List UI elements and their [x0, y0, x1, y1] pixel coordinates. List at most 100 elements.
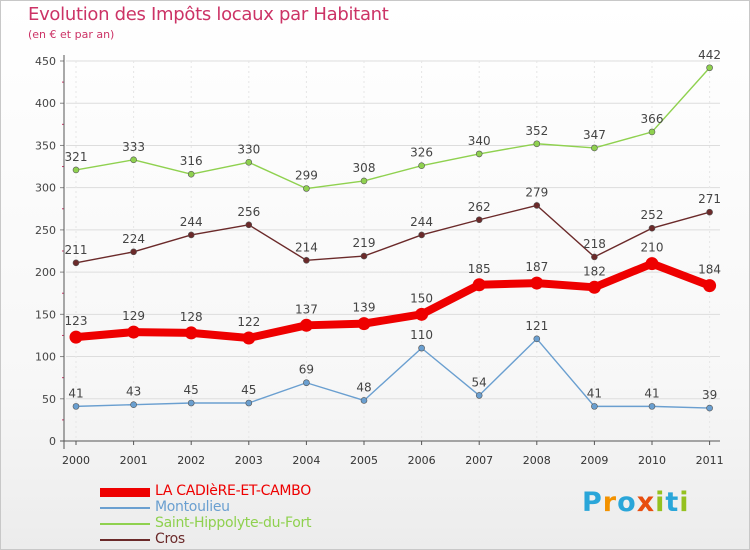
data-point	[303, 185, 310, 192]
logo-letter: r	[602, 487, 618, 518]
logo-letter: x	[636, 487, 656, 518]
data-label: 366	[641, 112, 664, 126]
data-point	[415, 307, 429, 321]
series-line	[75, 67, 711, 190]
data-label: 45	[184, 383, 199, 397]
data-point	[360, 397, 368, 404]
data-label: 129	[122, 309, 145, 323]
data-point	[72, 259, 80, 267]
x-tick-label: 2010	[638, 454, 666, 467]
data-label: 330	[237, 142, 260, 156]
data-label: 210	[641, 241, 664, 255]
data-point	[299, 318, 313, 332]
y-tick-label: 350	[35, 139, 56, 152]
data-label: 442	[698, 48, 721, 62]
y-tick-label: 200	[35, 266, 56, 279]
data-label: 256	[237, 205, 260, 219]
legend-label: Saint-Hippolyte-du-Fort	[155, 515, 312, 531]
data-label: 41	[587, 386, 602, 400]
data-point	[72, 166, 80, 174]
data-label: 137	[295, 302, 318, 316]
data-label: 45	[241, 383, 256, 397]
series-line	[75, 259, 712, 342]
x-tick-label: 2008	[523, 454, 551, 467]
data-point	[130, 401, 137, 408]
data-label: 219	[353, 236, 376, 250]
chart-title: Evolution des Impôts locaux par Habitant	[28, 4, 389, 25]
data-point	[357, 317, 371, 331]
y-tick-label: 400	[35, 97, 56, 110]
data-label: 224	[122, 232, 145, 246]
data-point	[187, 399, 195, 407]
data-point	[587, 280, 601, 294]
data-point	[69, 330, 83, 344]
data-point	[648, 224, 656, 232]
data-label: 244	[180, 215, 203, 229]
data-point	[360, 177, 368, 185]
x-tick-label: 2011	[696, 454, 724, 467]
legend-swatch	[100, 539, 150, 541]
data-label: 211	[65, 243, 88, 257]
data-label: 150	[410, 291, 433, 305]
x-tick-label: 2009	[580, 454, 608, 467]
data-point	[418, 231, 425, 239]
data-label: 182	[583, 264, 606, 278]
data-point	[72, 403, 80, 410]
y-tick-label: 450	[35, 55, 56, 68]
data-point	[533, 140, 541, 148]
data-label: 333	[122, 140, 145, 154]
chart-subtitle: (en € et par an)	[28, 28, 115, 41]
data-point	[360, 252, 368, 260]
data-point	[303, 256, 310, 264]
data-label: 110	[410, 328, 433, 342]
data-label: 244	[410, 215, 433, 229]
data-point	[703, 279, 717, 293]
data-point	[706, 404, 713, 412]
data-label: 41	[644, 386, 659, 400]
data-label: 187	[525, 260, 548, 274]
data-point	[475, 392, 483, 399]
data-point	[591, 144, 598, 152]
legend-swatch	[100, 507, 150, 509]
data-label: 316	[180, 154, 203, 168]
data-point	[648, 403, 656, 410]
data-point	[475, 150, 483, 158]
series-line	[75, 338, 710, 409]
x-tick-label: 2004	[292, 454, 320, 467]
y-tick-label: 150	[35, 308, 56, 321]
x-tick-label: 2007	[465, 454, 493, 467]
data-label: 352	[525, 124, 548, 138]
data-label: 347	[583, 128, 606, 142]
data-label: 299	[295, 169, 318, 183]
data-point	[242, 331, 256, 345]
data-label: 39	[702, 388, 717, 402]
data-point	[418, 162, 425, 170]
data-label: 48	[356, 380, 371, 394]
data-label: 121	[525, 319, 548, 333]
y-tick-label: 50	[42, 393, 56, 406]
data-label: 218	[583, 237, 606, 251]
data-point	[245, 159, 253, 166]
data-point	[533, 335, 541, 343]
data-label: 123	[65, 314, 88, 328]
data-label: 321	[65, 150, 88, 164]
legend-label: Cros	[155, 531, 185, 547]
data-point	[472, 278, 486, 292]
x-tick-label: 2006	[408, 454, 436, 467]
data-label: 185	[468, 262, 491, 276]
data-label: 340	[468, 134, 491, 148]
data-point	[184, 326, 198, 340]
data-point	[127, 325, 141, 339]
data-point	[706, 64, 713, 72]
data-label: 271	[698, 192, 721, 206]
data-point	[706, 208, 713, 216]
data-point	[533, 202, 541, 209]
legend-swatch	[100, 523, 150, 525]
data-point	[418, 344, 425, 352]
x-tick-label: 2003	[235, 454, 263, 467]
logo-letter: P	[582, 487, 603, 518]
data-label: 184	[698, 263, 721, 277]
data-label: 326	[410, 146, 433, 160]
data-point	[245, 399, 253, 407]
data-label: 252	[641, 208, 664, 222]
